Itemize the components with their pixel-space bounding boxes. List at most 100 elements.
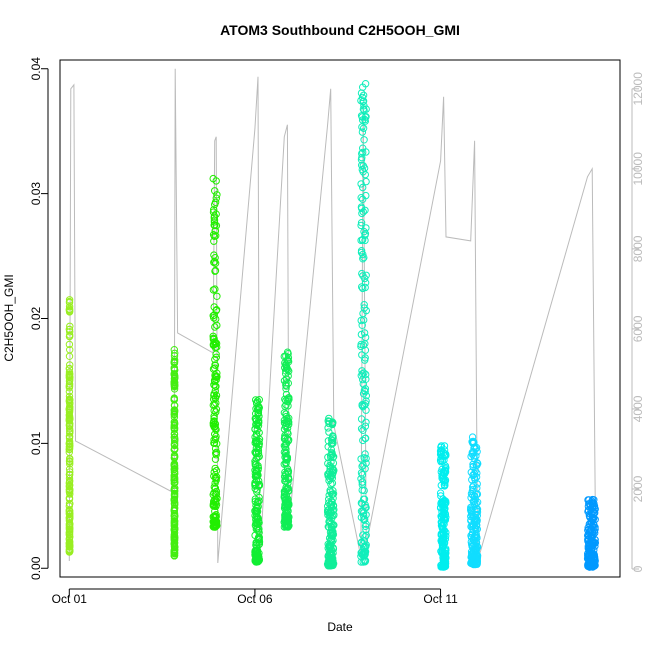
- data-point: [472, 514, 480, 522]
- x-tick-label: Oct 11: [423, 592, 458, 606]
- data-point: [360, 304, 368, 312]
- data-point: [212, 476, 220, 484]
- data-point: [212, 306, 220, 315]
- data-point: [66, 547, 74, 555]
- data-point: [440, 515, 448, 524]
- data-point: [469, 549, 477, 557]
- data-point: [440, 505, 449, 513]
- data-point: [360, 227, 368, 236]
- data-point: [280, 419, 289, 427]
- data-point: [283, 365, 291, 373]
- data-point: [209, 334, 218, 342]
- data-point: [171, 525, 179, 534]
- data-point: [282, 523, 290, 531]
- data-point: [358, 478, 367, 486]
- data-point: [362, 177, 370, 186]
- data-point: [66, 460, 74, 468]
- data-point: [361, 279, 370, 287]
- data-point: [211, 266, 220, 275]
- data-point: [170, 514, 179, 523]
- data-point: [358, 149, 366, 158]
- data-point: [210, 212, 219, 220]
- data-point: [359, 208, 367, 216]
- data-point: [327, 526, 336, 534]
- plot-frame: [59, 59, 621, 578]
- data-point: [211, 361, 219, 369]
- data-point: [170, 510, 179, 518]
- data-point: [358, 370, 367, 378]
- data-point: [439, 556, 447, 565]
- data-point: [213, 440, 221, 448]
- data-point: [357, 248, 366, 257]
- data-point: [359, 105, 368, 113]
- secondary-series-line: [68, 68, 596, 564]
- data-point: [252, 541, 260, 549]
- y2-tick-label: 2000: [631, 475, 645, 502]
- data-point: [65, 479, 74, 487]
- data-point: [438, 548, 447, 556]
- data-point: [66, 322, 74, 330]
- data-point: [253, 503, 261, 512]
- data-point: [358, 283, 366, 291]
- data-point: [590, 561, 599, 569]
- data-point: [252, 558, 261, 566]
- data-point: [65, 523, 74, 531]
- data-point: [357, 455, 365, 463]
- data-point: [328, 471, 336, 479]
- data-point: [211, 401, 219, 409]
- data-point: [65, 421, 74, 429]
- data-point: [473, 504, 481, 513]
- data-point: [329, 560, 338, 568]
- data-point: [469, 439, 477, 448]
- data-point: [589, 541, 597, 550]
- data-point: [589, 515, 597, 523]
- data-point: [327, 500, 336, 509]
- data-point: [65, 474, 74, 483]
- data-point: [284, 379, 292, 387]
- data-point: [65, 445, 74, 454]
- data-point: [441, 479, 449, 487]
- data-point: [209, 513, 218, 521]
- data-point: [327, 446, 335, 454]
- data-point: [211, 455, 220, 463]
- data-point: [584, 526, 592, 534]
- data-point: [325, 549, 334, 557]
- data-point: [468, 510, 476, 518]
- data-point: [326, 519, 334, 527]
- data-point: [170, 396, 179, 404]
- data-point: [65, 440, 74, 449]
- data-point: [359, 183, 367, 192]
- y2-tick-label: 0: [631, 565, 645, 572]
- y-axis-label: C2H5OOH_GMI: [2, 274, 16, 361]
- data-point: [65, 325, 74, 334]
- data-point: [280, 377, 289, 385]
- data-point: [329, 468, 337, 476]
- data-point: [358, 321, 366, 329]
- x-tick-label: Oct 06: [237, 592, 273, 606]
- data-point: [361, 522, 370, 530]
- data-point: [359, 195, 367, 204]
- flight-segment-1: [65, 296, 74, 556]
- data-point: [252, 507, 260, 516]
- data-point: [211, 187, 219, 195]
- data-point: [170, 454, 179, 462]
- data-point: [470, 452, 478, 460]
- data-point: [357, 499, 366, 507]
- data-point: [360, 316, 368, 324]
- data-point: [255, 497, 263, 505]
- y-tick-label: 0.04: [29, 57, 43, 81]
- data-point: [65, 384, 74, 392]
- data-point: [65, 528, 74, 537]
- data-point: [251, 457, 259, 465]
- data-point: [255, 481, 264, 490]
- data-point: [210, 489, 218, 497]
- data-point: [282, 460, 290, 468]
- data-point: [170, 462, 179, 470]
- data-point: [359, 426, 367, 434]
- data-point: [212, 500, 221, 509]
- data-point: [358, 486, 366, 494]
- data-point: [329, 459, 338, 467]
- data-point: [211, 387, 220, 395]
- data-point: [359, 124, 368, 133]
- y2-tick-label: 12000: [631, 72, 645, 106]
